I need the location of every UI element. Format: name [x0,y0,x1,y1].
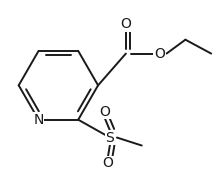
Text: O: O [100,105,110,119]
Text: O: O [121,17,131,31]
Text: N: N [33,113,44,127]
Text: O: O [103,156,113,170]
Text: O: O [154,47,165,61]
Text: S: S [106,131,114,145]
